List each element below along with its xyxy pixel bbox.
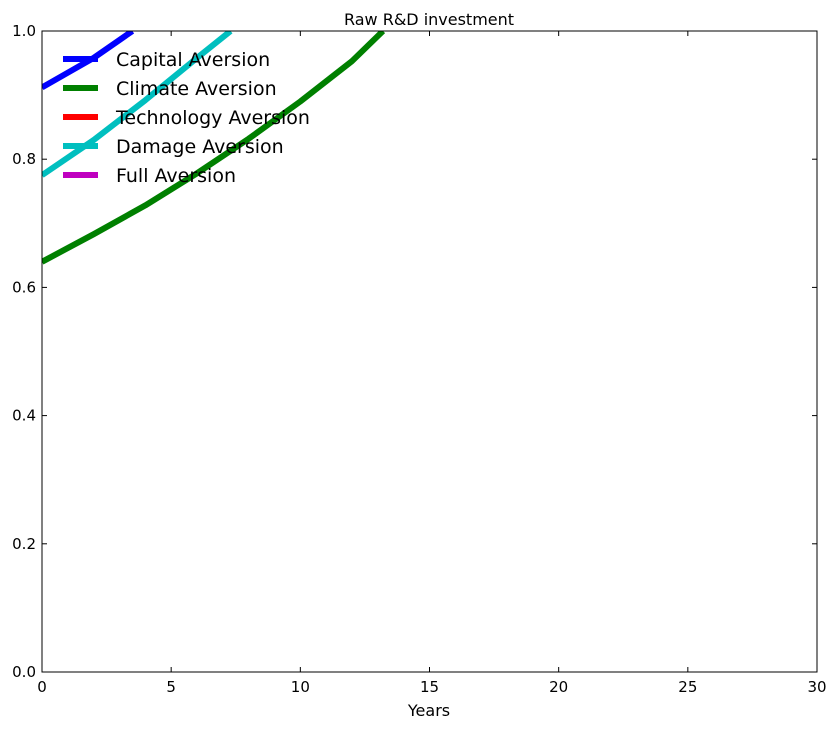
y-tick-label: 0.4 (12, 407, 36, 425)
x-tick-label: 0 (37, 678, 47, 696)
x-axis-label: Years (407, 701, 450, 720)
series-line-4 (42, 31, 233, 178)
x-tick-label: 5 (166, 678, 176, 696)
x-tick-label: 20 (549, 678, 568, 696)
y-tick-label: 0.6 (12, 278, 36, 296)
x-tick-label: 15 (420, 678, 439, 696)
y-tick-label: 0.8 (12, 150, 36, 168)
legend-label-4: Damage Aversion (116, 136, 284, 158)
series-line-2 (42, 31, 386, 265)
x-tick-label: 30 (807, 678, 826, 696)
y-tick-label: 0.0 (12, 663, 36, 681)
y-tick-label: 0.2 (12, 535, 36, 553)
legend-label-2: Climate Aversion (116, 78, 277, 100)
chart-title: Raw R&D investment (344, 10, 514, 29)
y-tick-label: 1.0 (12, 22, 36, 40)
legend-label-3: Technology Aversion (115, 107, 310, 129)
x-tick-label: 10 (291, 678, 310, 696)
x-tick-label: 25 (678, 678, 697, 696)
legend-label-1: Capital Aversion (116, 49, 270, 71)
legend: Capital Aversion Climate Aversion Technolo… (63, 49, 310, 187)
legend-label-5: Full Aversion (116, 165, 236, 187)
